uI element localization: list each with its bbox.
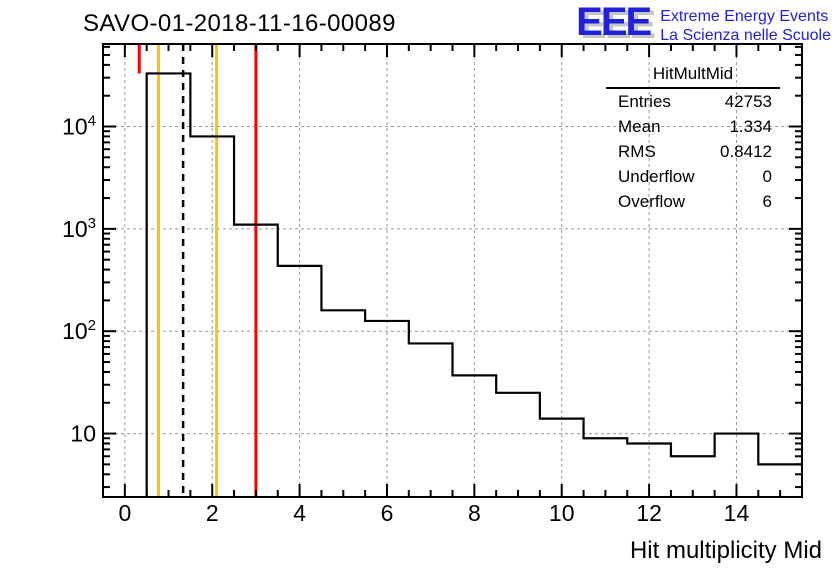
eee-logo-text: Extreme Energy Events La Scienza nelle S… (660, 7, 831, 45)
stat-value: 1.334 (729, 117, 772, 136)
axis-ticks (103, 44, 802, 497)
x-tick-label: 2 (206, 500, 219, 526)
x-tick-label: 4 (293, 500, 306, 526)
plot-title: SAVO-01-2018-11-16-00089 (83, 10, 396, 37)
x-tick-label: 8 (468, 500, 481, 526)
stat-label: Underflow (618, 167, 695, 186)
y-tick-label: 104 (62, 113, 96, 140)
stats-box: HitMultMid Entries 42753 Mean 1.334 RMS 0.841… (606, 62, 780, 214)
eee-logo-line2: La Scienza nelle Scuole (660, 27, 831, 44)
stat-value: 0 (762, 167, 772, 186)
x-tick-label: 10 (549, 500, 575, 526)
stats-row: Mean 1.334 (606, 114, 780, 139)
x-tick-label: 12 (636, 500, 662, 526)
stat-value: 6 (762, 192, 772, 211)
x-axis-labels: 0 2 4 6 8 10 12 14 (118, 500, 749, 526)
x-tick-label: 6 (381, 500, 394, 526)
eee-logo: EEE Extreme Energy Events La Scienza nel… (576, 0, 831, 45)
stats-row: Overflow 6 (606, 189, 780, 214)
marker-lines (137, 44, 258, 497)
stat-label: RMS (618, 142, 656, 161)
x-axis-title: Hit multiplicity Mid (630, 537, 822, 564)
histogram-line (145, 72, 802, 497)
eee-logo-line1: Extreme Energy Events (660, 8, 829, 25)
grid-lines (103, 44, 802, 497)
x-tick-label: 0 (118, 500, 131, 526)
y-tick-label: 102 (62, 317, 96, 344)
stats-row: Entries 42753 (606, 89, 780, 114)
stat-label: Overflow (618, 192, 686, 211)
stat-value: 0.8412 (720, 142, 772, 161)
y-tick-label: 10 (70, 421, 96, 447)
stat-label: Entries (618, 92, 671, 111)
x-tick-label: 14 (724, 500, 750, 526)
stats-title: HitMultMid (606, 62, 780, 89)
y-axis-labels: 10 102 103 104 (62, 113, 96, 447)
stats-row: Underflow 0 (606, 164, 780, 189)
eee-logo-letters: EEE (576, 0, 652, 44)
stats-rows: Entries 42753 Mean 1.334 RMS 0.8412 Underflow 0… (606, 89, 780, 214)
stat-value: 42753 (724, 92, 772, 111)
y-tick-label: 103 (62, 215, 96, 242)
stats-row: RMS 0.8412 (606, 139, 780, 164)
stat-label: Mean (618, 117, 661, 136)
